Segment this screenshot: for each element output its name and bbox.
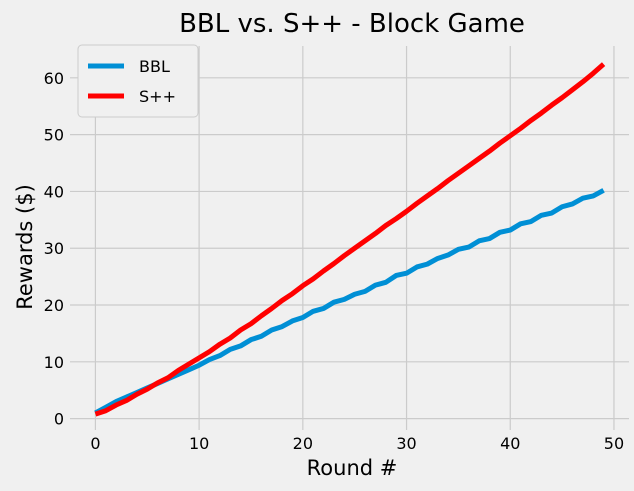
series-line-splusplus	[94, 62, 606, 417]
x-tick-label: 30	[396, 434, 416, 453]
legend-label-s-plus-plus: S++	[139, 87, 176, 106]
legend-label-bbl: BBL	[139, 57, 170, 76]
legend: BBL S++	[77, 44, 199, 118]
x-tick-label: 50	[604, 434, 624, 453]
y-tick-label: 30	[44, 239, 64, 258]
y-tick-label: 60	[44, 69, 64, 88]
x-tick-label: 40	[500, 434, 520, 453]
y-tick-label: 0	[54, 410, 64, 429]
y-tick-label: 40	[44, 182, 64, 201]
x-tick-label: 0	[90, 434, 100, 453]
series-lines	[94, 62, 606, 417]
y-tick-label: 10	[44, 353, 64, 372]
chart-title: BBL vs. S++ - Block Game	[179, 9, 525, 39]
x-tick-labels: 0 10 20 30 40 50	[90, 434, 624, 453]
y-tick-label: 50	[44, 126, 64, 145]
x-tick-label: 10	[189, 434, 209, 453]
y-tick-label: 20	[44, 296, 64, 315]
series-line-bbl	[94, 188, 605, 416]
x-axis-label: Round #	[307, 456, 398, 480]
y-tick-labels: 0 10 20 30 40 50 60	[44, 69, 64, 429]
grid	[70, 46, 629, 430]
y-axis-label: Rewards ($)	[13, 184, 37, 310]
legend-box	[77, 44, 199, 118]
x-tick-label: 20	[293, 434, 313, 453]
